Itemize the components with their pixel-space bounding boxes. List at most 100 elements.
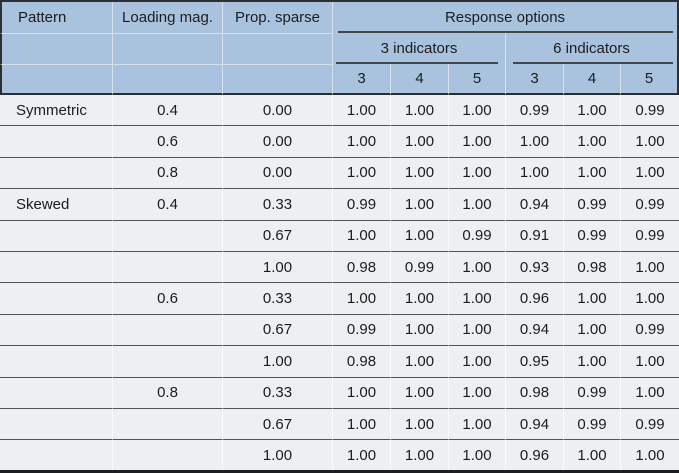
loading-mag-cell xyxy=(113,440,223,470)
value-cell: 1.00 xyxy=(333,283,391,315)
table-row: 0.67 1.00 1.00 0.99 0.91 0.99 0.99 xyxy=(0,220,679,252)
value-cell: 1.00 xyxy=(333,377,391,409)
value-cell: 1.00 xyxy=(621,346,679,378)
value-cell: 1.00 xyxy=(391,408,449,441)
value-cell: 1.00 xyxy=(333,220,391,252)
pattern-cell xyxy=(0,283,113,315)
header-spacer-cell xyxy=(113,64,223,95)
value-cell: 1.00 xyxy=(621,126,679,158)
header-subcol-3b: 3 xyxy=(506,64,564,95)
value-cell: 1.00 xyxy=(621,251,679,284)
pattern-cell: Skewed xyxy=(0,189,113,221)
table-row: Symmetric 0.4 0.00 1.00 1.00 1.00 0.99 1… xyxy=(0,95,679,127)
header-subcol-4a: 4 xyxy=(391,64,449,95)
value-cell: 0.99 xyxy=(333,189,391,221)
value-cell: 0.93 xyxy=(506,251,564,284)
header-response-options: Response options xyxy=(333,2,679,33)
value-cell: 1.00 xyxy=(391,314,449,347)
table-row: 0.67 0.99 1.00 1.00 0.94 1.00 0.99 xyxy=(0,314,679,347)
prop-sparse-cell: 0.33 xyxy=(223,189,333,221)
value-cell: 0.94 xyxy=(506,314,564,347)
value-cell: 0.98 xyxy=(506,377,564,409)
value-cell: 1.00 xyxy=(449,95,506,127)
table-row: 0.67 1.00 1.00 1.00 0.94 0.99 0.99 xyxy=(0,408,679,441)
value-cell: 0.91 xyxy=(506,220,564,252)
pattern-cell xyxy=(0,220,113,252)
loading-mag-cell xyxy=(113,220,223,252)
value-cell: 0.99 xyxy=(621,95,679,127)
prop-sparse-cell: 0.00 xyxy=(223,95,333,127)
value-cell: 0.99 xyxy=(564,220,621,252)
value-cell: 1.00 xyxy=(333,408,391,441)
header-pattern: Pattern xyxy=(0,2,113,33)
value-cell: 1.00 xyxy=(449,314,506,347)
header-subcol-4b: 4 xyxy=(564,64,621,95)
value-cell: 0.98 xyxy=(564,251,621,284)
value-cell: 1.00 xyxy=(391,346,449,378)
value-cell: 1.00 xyxy=(391,220,449,252)
loading-mag-cell: 0.4 xyxy=(113,189,223,221)
value-cell: 0.99 xyxy=(621,314,679,347)
prop-sparse-cell: 0.67 xyxy=(223,314,333,347)
value-cell: 1.00 xyxy=(449,440,506,470)
value-cell: 0.99 xyxy=(621,220,679,252)
value-cell: 1.00 xyxy=(333,440,391,470)
value-cell: 1.00 xyxy=(564,314,621,347)
loading-mag-cell: 0.6 xyxy=(113,283,223,315)
header-row-groups: Pattern Loading mag. Prop. sparse Respon… xyxy=(0,2,679,33)
prop-sparse-cell: 0.00 xyxy=(223,126,333,158)
prop-sparse-cell: 0.67 xyxy=(223,408,333,441)
value-cell: 1.00 xyxy=(564,346,621,378)
value-cell: 0.99 xyxy=(564,408,621,441)
value-cell: 1.00 xyxy=(391,377,449,409)
value-cell: 0.94 xyxy=(506,408,564,441)
header-prop-sparse: Prop. sparse xyxy=(223,2,333,33)
prop-sparse-cell: 1.00 xyxy=(223,440,333,470)
value-cell: 0.96 xyxy=(506,283,564,315)
value-cell: 0.94 xyxy=(506,189,564,221)
prop-sparse-cell: 0.33 xyxy=(223,377,333,409)
header-row-indicator-groups: 3 indicators 6 indicators xyxy=(0,33,679,64)
value-cell: 1.00 xyxy=(621,377,679,409)
table-row: 1.00 0.98 0.99 1.00 0.93 0.98 1.00 xyxy=(0,251,679,284)
value-cell: 1.00 xyxy=(449,346,506,378)
header-loading-mag: Loading mag. xyxy=(113,2,223,33)
loading-mag-cell: 0.8 xyxy=(113,157,223,190)
value-cell: 0.99 xyxy=(506,95,564,127)
header-spacer-cell xyxy=(113,33,223,64)
header-subcol-5a: 5 xyxy=(449,64,506,95)
value-cell: 1.00 xyxy=(391,157,449,190)
value-cell: 1.00 xyxy=(564,95,621,127)
value-cell: 0.98 xyxy=(333,346,391,378)
loading-mag-cell: 0.4 xyxy=(113,95,223,127)
header-subcol-3a: 3 xyxy=(333,64,391,95)
prop-sparse-cell: 1.00 xyxy=(223,346,333,378)
table-header: Pattern Loading mag. Prop. sparse Respon… xyxy=(0,2,679,95)
value-cell: 0.95 xyxy=(506,346,564,378)
value-cell: 0.99 xyxy=(333,314,391,347)
pattern-cell xyxy=(0,408,113,441)
value-cell: 1.00 xyxy=(449,283,506,315)
value-cell: 1.00 xyxy=(449,408,506,441)
table-row: Skewed 0.4 0.33 0.99 1.00 1.00 0.94 0.99… xyxy=(0,189,679,221)
value-cell: 1.00 xyxy=(449,126,506,158)
value-cell: 1.00 xyxy=(621,157,679,190)
value-cell: 0.96 xyxy=(506,440,564,470)
table-row: 0.8 0.00 1.00 1.00 1.00 1.00 1.00 1.00 xyxy=(0,157,679,190)
header-3-indicators: 3 indicators xyxy=(333,33,506,64)
value-cell: 1.00 xyxy=(333,95,391,127)
table-row: 1.00 1.00 1.00 1.00 0.96 1.00 1.00 xyxy=(0,440,679,470)
value-cell: 1.00 xyxy=(391,189,449,221)
value-cell: 1.00 xyxy=(449,377,506,409)
value-cell: 1.00 xyxy=(621,440,679,470)
value-cell: 1.00 xyxy=(564,440,621,470)
loading-mag-cell xyxy=(113,251,223,284)
value-cell: 0.99 xyxy=(621,408,679,441)
table-row: 0.8 0.33 1.00 1.00 1.00 0.98 0.99 1.00 xyxy=(0,377,679,409)
header-spacer-cell xyxy=(223,33,333,64)
pattern-cell xyxy=(0,157,113,190)
pattern-cell xyxy=(0,251,113,284)
pattern-cell xyxy=(0,440,113,470)
prop-sparse-cell: 0.00 xyxy=(223,157,333,190)
